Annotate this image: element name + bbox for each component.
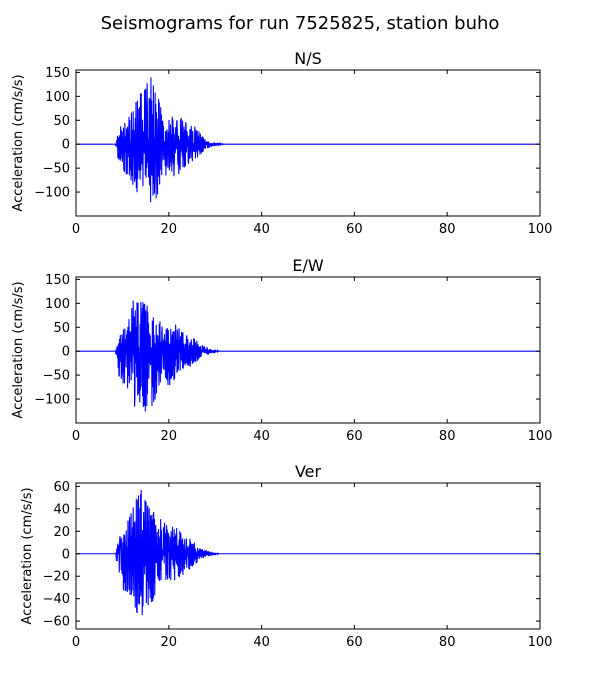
y-tick-label: 100 <box>45 90 70 105</box>
x-tick-label: 80 <box>439 222 456 237</box>
y-tick-label: 150 <box>45 273 70 288</box>
axes-frame <box>75 276 541 424</box>
y-tick-label: 0 <box>62 345 70 360</box>
x-tick-label: 20 <box>161 429 178 444</box>
series-line-0-0 <box>76 77 540 203</box>
panel-title: Ver <box>295 462 322 481</box>
y-tick-label: 60 <box>53 480 70 495</box>
y-axis-label: Acceleration (cm/s/s) <box>11 74 26 211</box>
x-tick-label: 0 <box>72 635 80 650</box>
x-tick-label: 20 <box>161 222 178 237</box>
x-tick-label: 100 <box>528 222 553 237</box>
axes-frame <box>75 482 541 630</box>
y-tick-label: 100 <box>45 297 70 312</box>
x-tick-label: 60 <box>346 222 363 237</box>
x-tick-label: 60 <box>346 429 363 444</box>
y-tick-label: 40 <box>53 502 70 517</box>
x-tick-label: 80 <box>439 429 456 444</box>
y-tick-label: 150 <box>45 66 70 81</box>
panel-0: 0 20 40 60 80 100 −100 −50 0 50 100 150 N/S Accelerat… <box>11 49 552 237</box>
y-tick-label: −20 <box>43 570 70 585</box>
y-tick-label: 0 <box>62 547 70 562</box>
axes-frame <box>75 69 541 217</box>
x-tick-label: 100 <box>528 635 553 650</box>
series-line-1-0 <box>76 300 540 412</box>
y-axis-label: Acceleration (cm/s/s) <box>20 487 35 624</box>
x-tick-label: 80 <box>439 635 456 650</box>
x-tick-label: 60 <box>346 635 363 650</box>
panel-title: E/W <box>292 256 324 275</box>
y-tick-label: 50 <box>53 114 70 129</box>
panel-2: 0 20 40 60 80 100 −60 −40 −20 0 20 40 60 Ver Accelerat… <box>20 462 552 650</box>
y-axis-label: Acceleration (cm/s/s) <box>11 281 26 418</box>
panels: 0 20 40 60 80 100 −100 −50 0 50 100 150 N/S Accelerat… <box>11 49 552 650</box>
y-tick-label: −40 <box>43 592 70 607</box>
y-tick-label: −60 <box>43 615 70 630</box>
y-tick-label: −50 <box>43 162 70 177</box>
y-tick-label: 20 <box>53 525 70 540</box>
y-tick-label: 50 <box>53 321 70 336</box>
figure-title: Seismograms for run 7525825, station buh… <box>101 13 500 34</box>
y-tick-label: −100 <box>34 186 70 201</box>
y-tick-label: −100 <box>34 393 70 408</box>
x-tick-label: 40 <box>253 429 270 444</box>
x-tick-label: 0 <box>72 429 80 444</box>
panel-title: N/S <box>294 49 322 68</box>
panel-1: 0 20 40 60 80 100 −100 −50 0 50 100 150 E/W Accelerat… <box>11 256 552 444</box>
series-line-2-0 <box>76 489 540 615</box>
x-tick-label: 40 <box>253 635 270 650</box>
x-tick-label: 40 <box>253 222 270 237</box>
y-tick-label: 0 <box>62 138 70 153</box>
x-tick-label: 100 <box>528 429 553 444</box>
y-tick-label: −50 <box>43 369 70 384</box>
x-tick-label: 20 <box>161 635 178 650</box>
x-tick-label: 0 <box>72 222 80 237</box>
